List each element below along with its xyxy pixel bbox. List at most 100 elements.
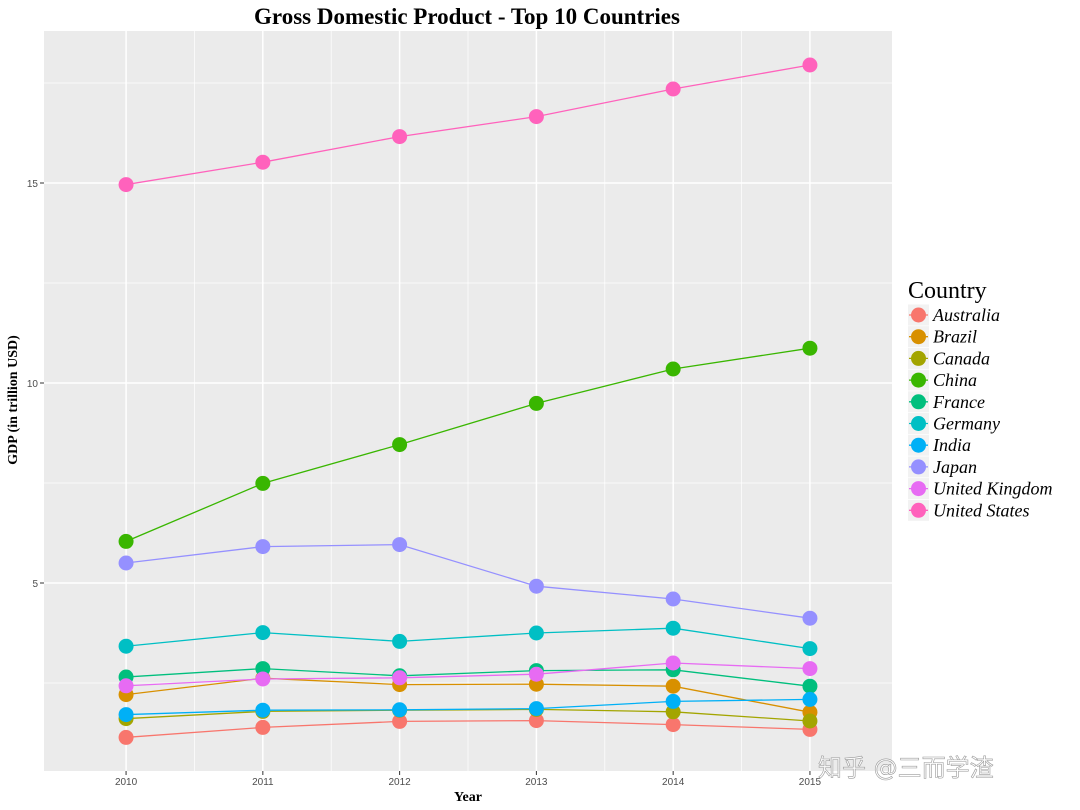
- data-point-france: [802, 678, 818, 694]
- data-point-united-kingdom: [255, 671, 271, 687]
- y-tick-label: 15: [27, 179, 39, 190]
- data-point-japan: [528, 578, 544, 594]
- data-point-australia: [392, 713, 408, 729]
- legend-label-australia: Australia: [932, 305, 1000, 325]
- data-point-united-kingdom: [528, 666, 544, 682]
- data-point-canada: [802, 713, 818, 729]
- legend-key-china: [911, 372, 926, 388]
- series-line-australia: [126, 719, 810, 739]
- series-united-kingdom: [118, 655, 818, 694]
- data-point-brazil: [665, 678, 681, 694]
- data-point-united-states: [802, 57, 818, 73]
- data-point-united-kingdom: [802, 661, 818, 677]
- data-point-japan: [665, 591, 681, 607]
- data-point-germany: [255, 625, 271, 641]
- data-point-germany: [802, 641, 818, 657]
- legend: Country AustraliaBrazilCanadaChinaFrance…: [908, 278, 1053, 521]
- series-germany: [118, 620, 818, 657]
- legend-key-brazil: [911, 329, 926, 345]
- x-axis: 2010 2011 2012 2013 2014 2015: [115, 771, 822, 788]
- data-point-canada: [665, 704, 681, 720]
- legend-key-japan: [911, 459, 926, 475]
- data-point-united-kingdom: [118, 678, 134, 694]
- watermark: 知乎 @三而学渣: [818, 754, 994, 782]
- data-point-united-states: [118, 177, 134, 193]
- series-layer: [118, 57, 818, 745]
- series-line-united-states: [125, 64, 811, 186]
- legend-label-japan: Japan: [933, 457, 977, 477]
- x-tick-label: 2014: [662, 777, 685, 788]
- legend-key-united-states: [911, 502, 926, 518]
- data-point-china: [665, 361, 681, 377]
- y-tick-label: 10: [27, 379, 39, 390]
- legend-label-united-kingdom: United Kingdom: [933, 479, 1053, 499]
- x-tick-label: 2013: [525, 777, 548, 788]
- data-point-india: [528, 701, 544, 717]
- series-united-states: [118, 57, 818, 193]
- data-point-australia: [665, 717, 681, 733]
- series-line-germany: [126, 627, 811, 650]
- legend-key-australia: [911, 307, 926, 323]
- data-point-australia: [255, 719, 271, 735]
- data-point-united-kingdom: [665, 655, 681, 671]
- series-japan: [118, 537, 818, 626]
- data-point-united-states: [392, 129, 408, 145]
- data-point-france: [255, 661, 271, 677]
- series-line-brazil: [125, 677, 811, 713]
- data-point-japan: [255, 539, 271, 555]
- data-point-germany: [528, 625, 544, 641]
- series-china: [118, 340, 818, 549]
- data-point-india: [255, 702, 271, 718]
- data-point-china: [255, 475, 271, 491]
- x-tick-label: 2011: [252, 777, 274, 788]
- data-point-india: [665, 693, 681, 709]
- legend-label-brazil: Brazil: [933, 327, 977, 347]
- data-point-australia: [118, 729, 134, 745]
- series-india: [118, 691, 818, 723]
- y-axis: 5 10 15: [27, 179, 44, 590]
- series-line-france: [126, 667, 811, 687]
- legend-title: Country: [908, 278, 987, 304]
- data-point-india: [392, 702, 408, 718]
- series-line-united-kingdom: [126, 662, 810, 687]
- data-point-japan: [118, 555, 134, 571]
- legend-label-india: India: [932, 435, 971, 455]
- data-point-australia: [528, 713, 544, 729]
- legend-key-canada: [911, 350, 926, 366]
- data-point-united-kingdom: [392, 670, 408, 686]
- grid-lines: [44, 31, 892, 771]
- legend-label-china: China: [933, 370, 977, 390]
- data-point-germany: [665, 620, 681, 636]
- data-point-india: [802, 691, 818, 707]
- legend-key-india: [911, 437, 926, 453]
- data-point-japan: [392, 537, 408, 553]
- x-tick-label: 2012: [388, 777, 411, 788]
- x-axis-title: Year: [454, 790, 482, 805]
- series-line-japan: [125, 543, 811, 619]
- data-point-china: [802, 340, 818, 356]
- data-point-germany: [118, 638, 134, 654]
- legend-key-france: [911, 394, 926, 410]
- series-line-india: [126, 698, 810, 716]
- legend-label-united-states: United States: [933, 500, 1030, 520]
- data-point-japan: [802, 610, 818, 626]
- data-point-united-states: [665, 81, 681, 97]
- legend-key-germany: [911, 416, 926, 431]
- legend-label-canada: Canada: [933, 348, 990, 368]
- y-axis-title: GDP (in trillion USD): [6, 335, 21, 465]
- data-point-china: [528, 395, 544, 411]
- data-point-india: [118, 707, 134, 723]
- legend-key-united-kingdom: [911, 481, 926, 497]
- legend-label-germany: Germany: [933, 414, 1000, 434]
- data-point-germany: [392, 633, 408, 649]
- data-point-united-states: [255, 154, 271, 170]
- x-tick-label: 2015: [799, 777, 822, 788]
- data-point-united-states: [528, 109, 544, 125]
- series-australia: [118, 713, 818, 745]
- y-tick-label: 5: [32, 579, 38, 590]
- data-point-china: [392, 437, 408, 453]
- x-tick-label: 2010: [115, 777, 138, 788]
- chart-title: Gross Domestic Product - Top 10 Countrie…: [254, 4, 680, 29]
- data-point-china: [118, 533, 134, 549]
